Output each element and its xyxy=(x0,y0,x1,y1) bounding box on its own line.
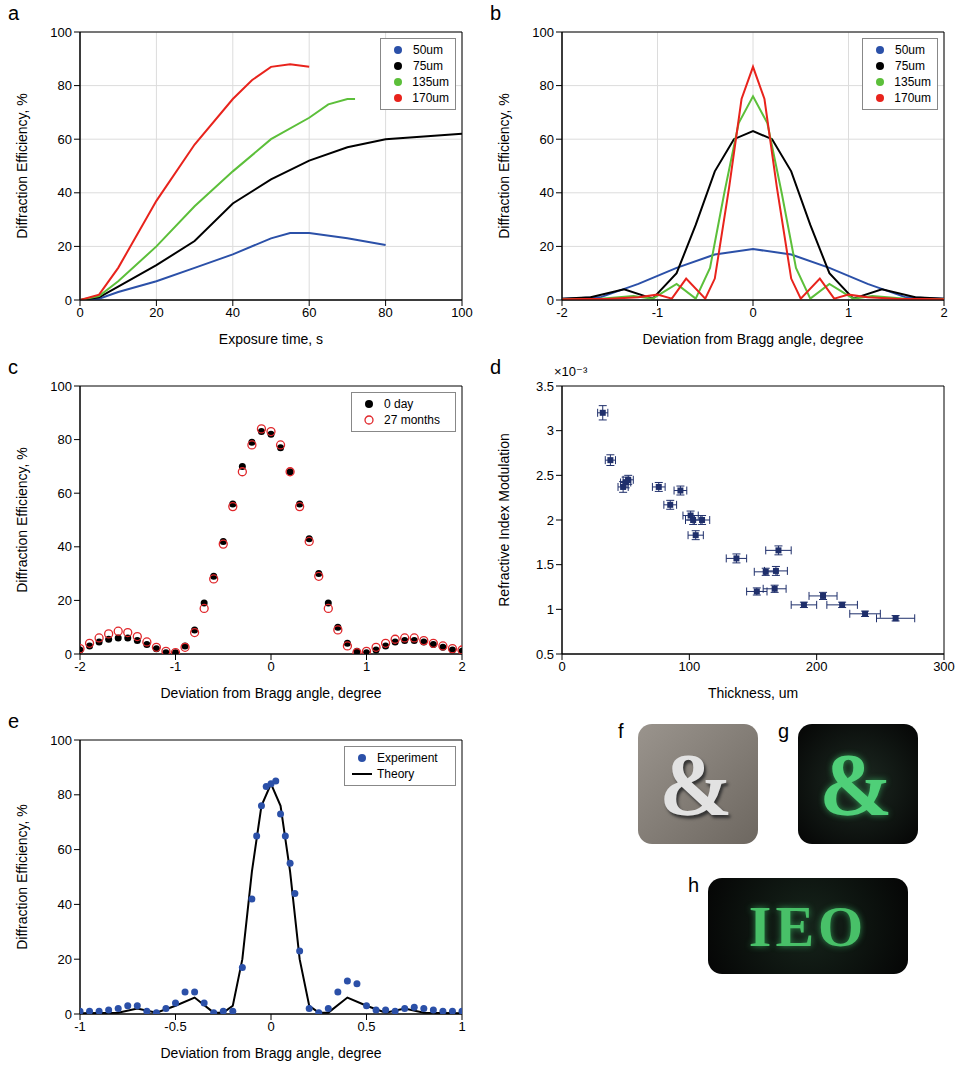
svg-text:20: 20 xyxy=(58,593,72,608)
svg-text:-1: -1 xyxy=(74,1019,86,1034)
svg-text:40: 40 xyxy=(58,897,72,912)
svg-text:Deviation from Bragg angle, de: Deviation from Bragg angle, degree xyxy=(160,685,381,701)
html-text:e: e xyxy=(8,710,20,732)
svg-text:100: 100 xyxy=(50,25,72,40)
svg-text:-2: -2 xyxy=(556,305,568,320)
svg-text:0: 0 xyxy=(65,293,72,308)
html-text:Theory: Theory xyxy=(377,767,415,781)
svg-text:40: 40 xyxy=(58,185,72,200)
svg-text:1: 1 xyxy=(547,602,554,617)
svg-text:20: 20 xyxy=(58,239,72,254)
html-text:170um: 170um xyxy=(412,91,449,105)
svg-text:Refractive Index Modulation: Refractive Index Modulation xyxy=(496,433,512,607)
svg-text:1.5: 1.5 xyxy=(536,557,554,572)
html-text:135um: 135um xyxy=(894,75,931,89)
svg-text:60: 60 xyxy=(540,132,554,147)
svg-text:-1: -1 xyxy=(170,659,182,674)
svg-text:Thickness, um: Thickness, um xyxy=(708,685,798,701)
svg-text:100: 100 xyxy=(50,379,72,394)
svg-text:3.5: 3.5 xyxy=(536,379,554,394)
html-text:0 day: 0 day xyxy=(384,397,414,411)
svg-text:100: 100 xyxy=(532,25,554,40)
svg-text:0: 0 xyxy=(65,1007,72,1022)
svg-text:Exposure time, s: Exposure time, s xyxy=(219,331,323,347)
svg-text:100: 100 xyxy=(451,305,473,320)
svg-text:20: 20 xyxy=(149,305,163,320)
svg-text:Diffraction Efficiency, %: Diffraction Efficiency, % xyxy=(14,447,30,593)
svg-text:Diffraction Efficiency, %: Diffraction Efficiency, % xyxy=(14,804,30,950)
html-text:f: f xyxy=(618,720,624,742)
svg-text:0: 0 xyxy=(267,1019,274,1034)
svg-text:Diffraction Efficiency, %: Diffraction Efficiency, % xyxy=(14,93,30,239)
svg-text:1: 1 xyxy=(845,305,852,320)
svg-text:40: 40 xyxy=(540,185,554,200)
svg-text:-1: -1 xyxy=(652,305,664,320)
html-text:IEO: IEO xyxy=(748,893,868,959)
svg-text:80: 80 xyxy=(58,787,72,802)
svg-text:0.5: 0.5 xyxy=(357,1019,375,1034)
html-text:75um: 75um xyxy=(895,59,925,73)
svg-text:300: 300 xyxy=(933,659,955,674)
svg-text:40: 40 xyxy=(58,539,72,554)
svg-text:Deviation from Bragg angle, de: Deviation from Bragg angle, degree xyxy=(642,331,863,347)
svg-text:40: 40 xyxy=(226,305,240,320)
svg-text:60: 60 xyxy=(58,132,72,147)
svg-text:0: 0 xyxy=(547,293,554,308)
svg-text:80: 80 xyxy=(540,78,554,93)
html-text:d: d xyxy=(490,356,502,378)
svg-text:0: 0 xyxy=(65,647,72,662)
html-text:27 months: 27 months xyxy=(384,413,440,427)
svg-text:-2: -2 xyxy=(74,659,86,674)
html-text:g: g xyxy=(778,720,790,742)
svg-text:100: 100 xyxy=(50,733,72,748)
svg-text:2.5: 2.5 xyxy=(536,468,554,483)
svg-text:2: 2 xyxy=(940,305,947,320)
svg-text:60: 60 xyxy=(58,486,72,501)
html-text:135um: 135um xyxy=(412,75,449,89)
svg-text:0: 0 xyxy=(558,659,565,674)
html-text:a: a xyxy=(8,2,20,24)
html-text:75um: 75um xyxy=(413,59,443,73)
html-text:50um: 50um xyxy=(413,43,443,57)
svg-text:-0.5: -0.5 xyxy=(164,1019,186,1034)
html-text:h: h xyxy=(688,874,700,896)
svg-text:200: 200 xyxy=(806,659,828,674)
svg-text:Diffraction Efficiency, %: Diffraction Efficiency, % xyxy=(496,93,512,239)
html-text:Experiment: Experiment xyxy=(377,751,438,765)
svg-text:2: 2 xyxy=(547,513,554,528)
svg-text:1: 1 xyxy=(363,659,370,674)
svg-text:1: 1 xyxy=(458,1019,465,1034)
svg-text:0: 0 xyxy=(76,305,83,320)
svg-text:0: 0 xyxy=(749,305,756,320)
html-text:c: c xyxy=(8,356,18,378)
svg-text:0: 0 xyxy=(267,659,274,674)
html-text:b: b xyxy=(490,2,502,24)
html-text:170um: 170um xyxy=(894,91,931,105)
svg-text:80: 80 xyxy=(378,305,392,320)
svg-text:80: 80 xyxy=(58,78,72,93)
svg-text:2: 2 xyxy=(458,659,465,674)
svg-text:20: 20 xyxy=(540,239,554,254)
svg-text:60: 60 xyxy=(58,842,72,857)
svg-text:3: 3 xyxy=(547,423,554,438)
svg-text:80: 80 xyxy=(58,432,72,447)
html-text:50um: 50um xyxy=(895,43,925,57)
svg-text:100: 100 xyxy=(678,659,700,674)
svg-text:60: 60 xyxy=(302,305,316,320)
svg-text:0.5: 0.5 xyxy=(536,647,554,662)
html-text:×10⁻³: ×10⁻³ xyxy=(554,364,588,379)
svg-text:20: 20 xyxy=(58,952,72,967)
svg-text:Deviation from Bragg angle, de: Deviation from Bragg angle, degree xyxy=(160,1045,381,1061)
